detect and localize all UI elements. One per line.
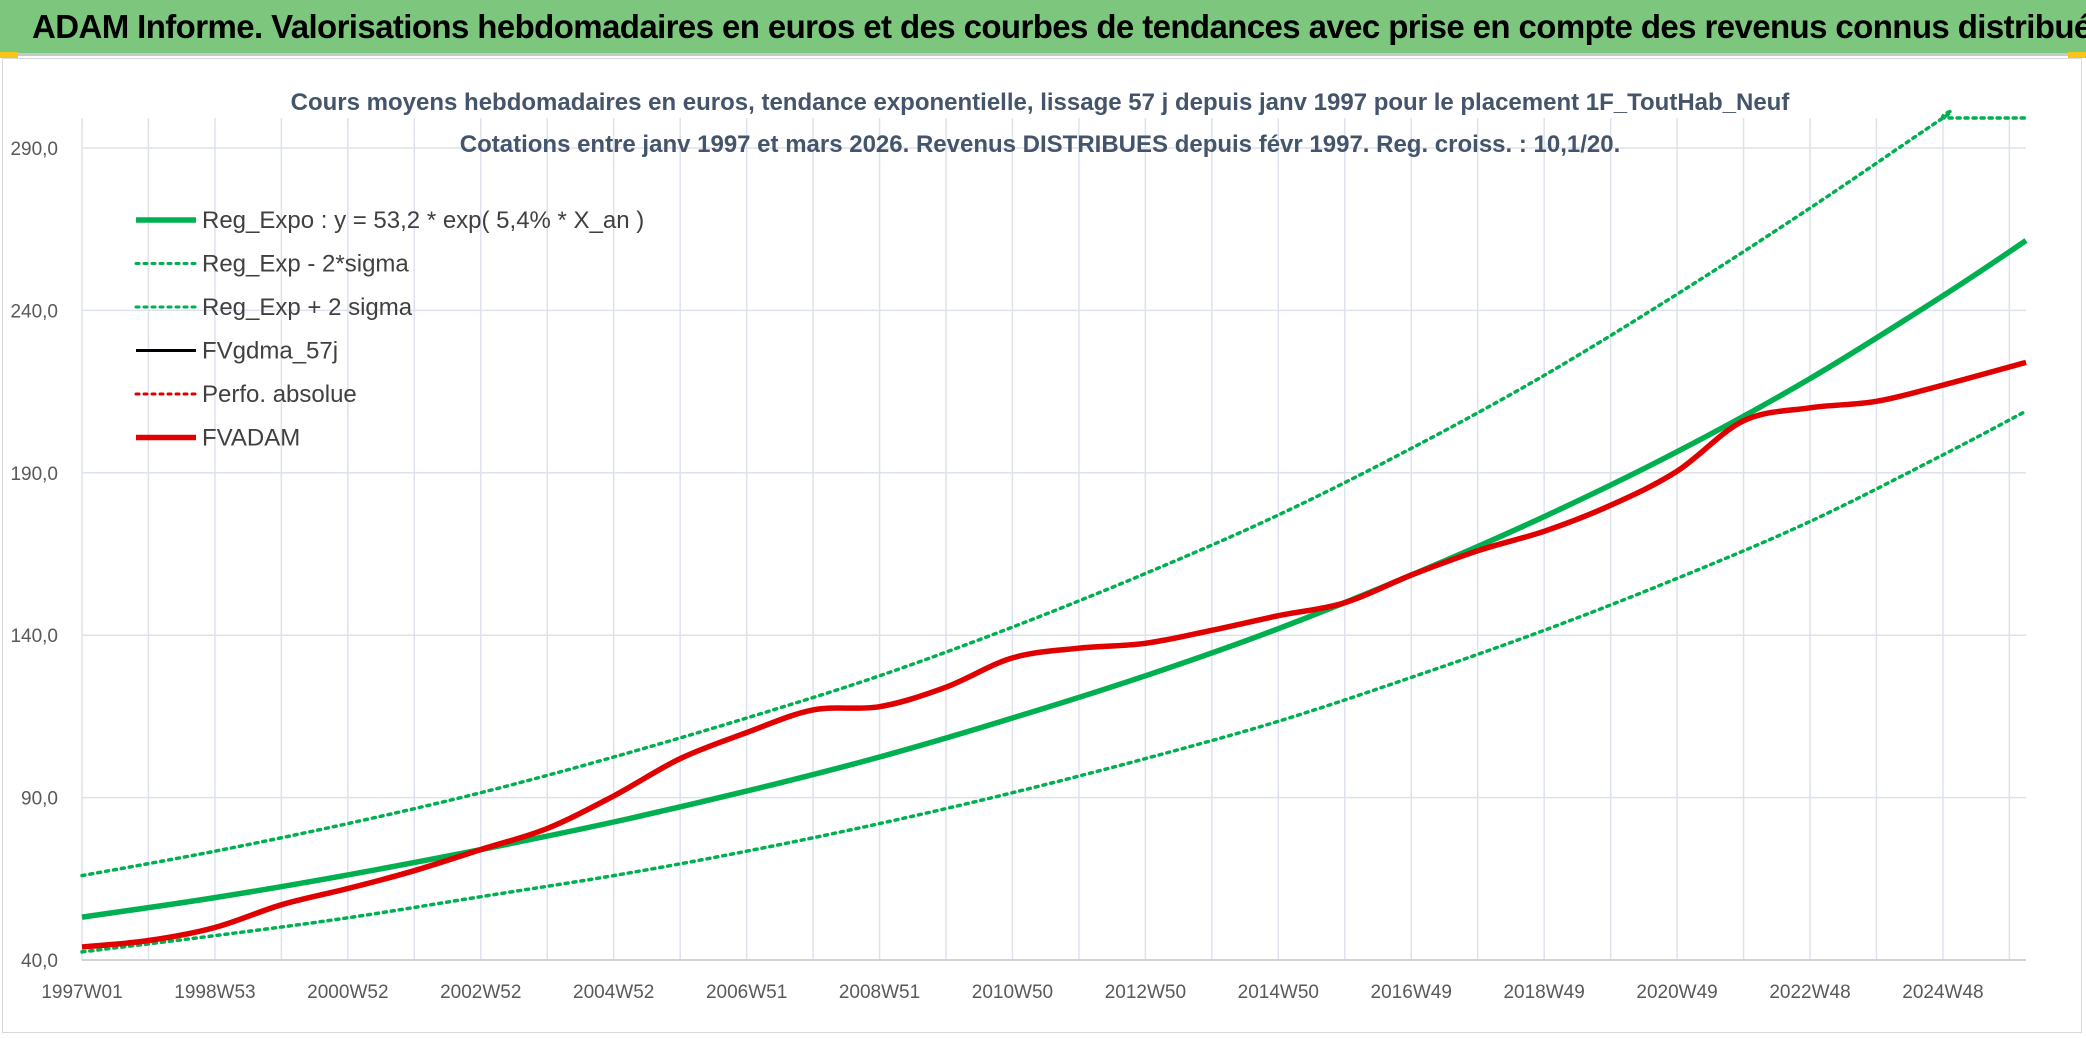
x-tick-label: 2006W51 — [706, 982, 787, 1003]
legend-item[interactable]: Reg_Exp - 2*sigma — [134, 251, 409, 278]
report-title: ADAM Informe. Valorisations hebdomadaire… — [32, 8, 2086, 45]
y-tick-label: 240,0 — [10, 301, 58, 322]
y-tick-label: 90,0 — [21, 789, 58, 810]
x-tick-label: 2000W52 — [307, 982, 388, 1003]
chart-title: Cours moyens hebdomadaires en euros, ten… — [291, 89, 1791, 158]
legend-item[interactable]: FVADAM — [136, 425, 300, 452]
legend-label: Perfo. absolue — [202, 381, 357, 408]
report-banner: ADAM Informe. Valorisations hebdomadaire… — [0, 0, 2086, 56]
x-tick-label: 1998W53 — [174, 982, 255, 1003]
y-tick-label: 140,0 — [10, 626, 58, 647]
legend-item[interactable]: Reg_Expo : y = 53,2 * exp( 5,4% * X_an ) — [136, 207, 644, 234]
legend-label: FVgdma_57j — [202, 338, 338, 365]
x-tick-label: 2018W49 — [1503, 982, 1584, 1003]
y-tick-label: 40,0 — [21, 951, 58, 972]
legend-item[interactable]: Perfo. absolue — [134, 381, 357, 408]
series-line-6 — [81, 359, 2027, 950]
chart-title-line-2: Cotations entre janv 1997 et mars 2026. … — [460, 131, 1621, 158]
series-line-1 — [81, 238, 2028, 920]
accent-corner-left — [0, 52, 18, 58]
chart-title-line-1: Cours moyens hebdomadaires en euros, ten… — [291, 89, 1791, 116]
axis-layer: 40,0 90,0 140,0 190,0 240,0 290,0 1997W01 1998W… — [10, 139, 2026, 1003]
y-tick-label: 190,0 — [10, 464, 58, 485]
x-tick-label: 2016W49 — [1371, 982, 1452, 1003]
legend-item[interactable]: Reg_Exp + 2 sigma — [134, 294, 413, 321]
x-tick-label: 2010W50 — [972, 982, 1053, 1003]
x-tick-label: 2024W48 — [1902, 982, 1983, 1003]
chart-frame — [2, 58, 2082, 1033]
accent-corner-right — [2068, 52, 2086, 58]
legend-item[interactable]: FVgdma_57j — [136, 338, 338, 365]
legend-label: Reg_Exp + 2 sigma — [202, 294, 413, 321]
series-line-3 — [80, 109, 2028, 878]
x-tick-label: 1997W01 — [41, 982, 122, 1003]
x-tick-label: 2022W48 — [1769, 982, 1850, 1003]
x-tick-label: 2002W52 — [440, 982, 521, 1003]
x-tick-label: 2008W51 — [839, 982, 920, 1003]
legend-label: Reg_Expo : y = 53,2 * exp( 5,4% * X_an ) — [202, 207, 644, 234]
grid-layer — [81, 118, 2026, 961]
legend[interactable]: Reg_Expo : y = 53,2 * exp( 5,4% * X_an )… — [134, 207, 644, 452]
series-line-2 — [80, 409, 2028, 954]
y-tick-label: 290,0 — [10, 139, 58, 160]
x-tick-label: 2012W50 — [1105, 982, 1186, 1003]
x-tick-label: 2020W49 — [1636, 982, 1717, 1003]
legend-label: FVADAM — [202, 425, 300, 452]
legend-label: Reg_Exp - 2*sigma — [202, 251, 409, 278]
x-tick-label: 2004W52 — [573, 982, 654, 1003]
x-tick-label: 2014W50 — [1238, 982, 1319, 1003]
series-layer — [80, 109, 2028, 954]
